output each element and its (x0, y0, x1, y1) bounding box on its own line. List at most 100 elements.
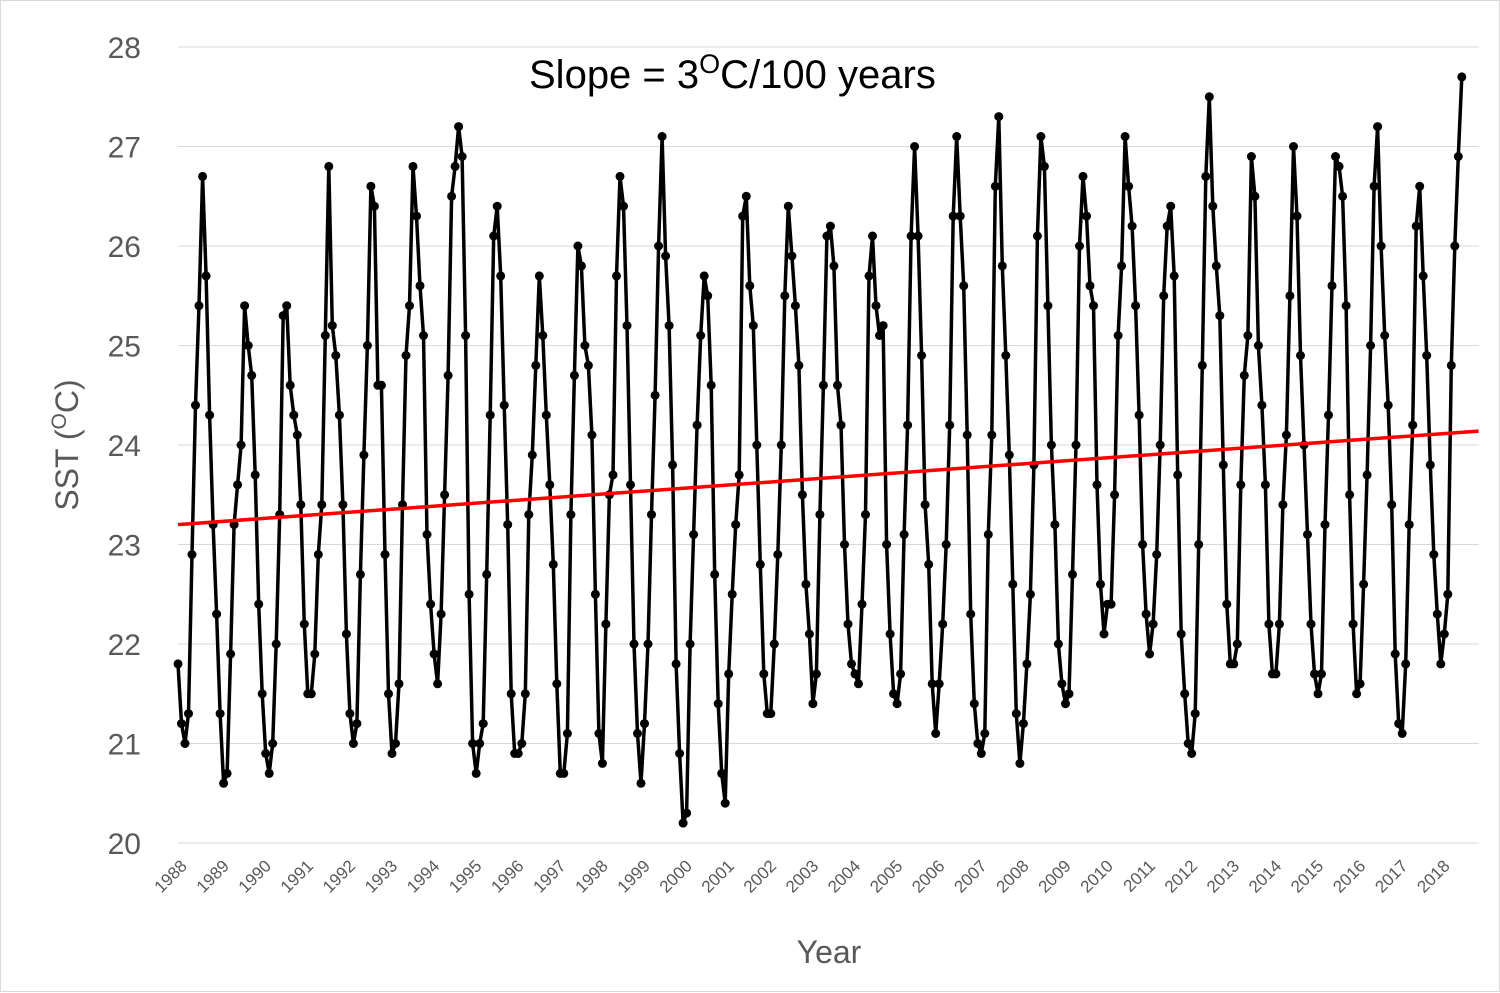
sst-point (341, 629, 351, 639)
sst-point (1036, 132, 1046, 141)
sst-point (1222, 599, 1232, 609)
sst-point (647, 510, 656, 520)
x-tick-label: 1994 (403, 856, 443, 896)
sst-point (180, 739, 190, 748)
sst-point (552, 679, 562, 689)
sst-point (173, 659, 183, 669)
x-tick-label: 1995 (445, 856, 485, 896)
sst-point (1281, 430, 1291, 440)
y-tick-label: 23 (108, 530, 141, 563)
sst-point (1439, 629, 1449, 639)
sst-point (766, 709, 776, 719)
sst-point (1032, 231, 1042, 241)
sst-point (1303, 530, 1312, 539)
sst-point (313, 550, 323, 559)
sst-point (394, 679, 404, 689)
x-tick-label: 1992 (319, 856, 359, 896)
sst-point (1110, 490, 1120, 500)
sst-point (454, 122, 464, 132)
sst-point (597, 758, 607, 768)
sst-point (692, 420, 702, 430)
sst-point (296, 500, 306, 510)
sst-point (794, 360, 804, 370)
sst-point (1197, 360, 1207, 370)
sst-point (594, 729, 604, 738)
sst-point (1173, 470, 1183, 480)
sst-point (1348, 619, 1358, 629)
sst-point (1127, 221, 1137, 231)
sst-point (1334, 161, 1344, 171)
sst-point (1415, 181, 1425, 191)
sst-point (194, 301, 204, 311)
sst-point (1352, 689, 1362, 699)
sst-point (1106, 599, 1116, 609)
sst-point (583, 360, 593, 370)
sst-point (626, 480, 635, 490)
sst-point (1053, 639, 1063, 649)
sst-point (1208, 201, 1218, 211)
data-series (173, 72, 1467, 828)
sst-point (1018, 719, 1028, 729)
x-tick-label: 1993 (361, 856, 401, 896)
sst-point (976, 749, 986, 758)
sst-point (864, 271, 874, 281)
sst-point (1046, 440, 1056, 450)
sst-point (1306, 619, 1316, 629)
sst-point (1190, 709, 1200, 719)
sst-point (485, 410, 495, 420)
sst-point (675, 749, 685, 758)
sst-point (475, 739, 485, 748)
sst-point (1394, 719, 1404, 729)
sst-point (362, 341, 372, 350)
sst-point (1169, 271, 1179, 281)
sst-point (1131, 301, 1141, 311)
sst-point (654, 241, 664, 251)
sst-point (910, 142, 920, 151)
sst-point (1075, 241, 1084, 251)
sst-point (1117, 261, 1127, 271)
sst-point (1418, 271, 1428, 281)
sst-point (1239, 370, 1249, 380)
sst-point (496, 271, 506, 281)
sst-point (945, 420, 955, 430)
sst-point (696, 331, 706, 340)
sst-point (913, 231, 923, 241)
sst-point (720, 798, 730, 808)
sst-point (345, 709, 355, 719)
sst-point (1025, 589, 1035, 599)
sst-point (1141, 609, 1151, 619)
sst-point (580, 341, 590, 350)
sst-point (461, 331, 471, 340)
sst-point (871, 301, 881, 311)
sst-point (769, 639, 779, 649)
sst-point (243, 341, 253, 350)
x-tick-label: 2011 (1120, 856, 1159, 895)
y-tick-label: 21 (108, 729, 141, 762)
sst-point (861, 510, 870, 520)
sst-point (1355, 679, 1365, 689)
sst-point (850, 669, 860, 679)
sst-point (348, 739, 358, 748)
sst-point (962, 430, 972, 440)
sst-point (703, 291, 713, 301)
sst-point (1260, 480, 1270, 490)
sst-point (450, 161, 460, 171)
sst-point (1278, 500, 1288, 510)
sst-point (966, 609, 976, 619)
sst-point (931, 729, 941, 738)
sst-point (1317, 669, 1326, 679)
y-tick-label: 28 (108, 32, 141, 65)
x-tick-label: 1991 (277, 856, 317, 896)
sst-point (997, 261, 1007, 271)
sst-point (191, 400, 200, 410)
sst-point (1324, 410, 1333, 420)
sst-point (741, 191, 751, 201)
sst-point (1159, 291, 1169, 301)
sst-point (938, 619, 948, 629)
sst-point (987, 430, 997, 440)
sst-point (317, 500, 327, 510)
sst-point (934, 679, 944, 689)
sst-point (1194, 540, 1204, 549)
x-tick-label: 1989 (193, 856, 233, 896)
sst-point (440, 490, 450, 500)
